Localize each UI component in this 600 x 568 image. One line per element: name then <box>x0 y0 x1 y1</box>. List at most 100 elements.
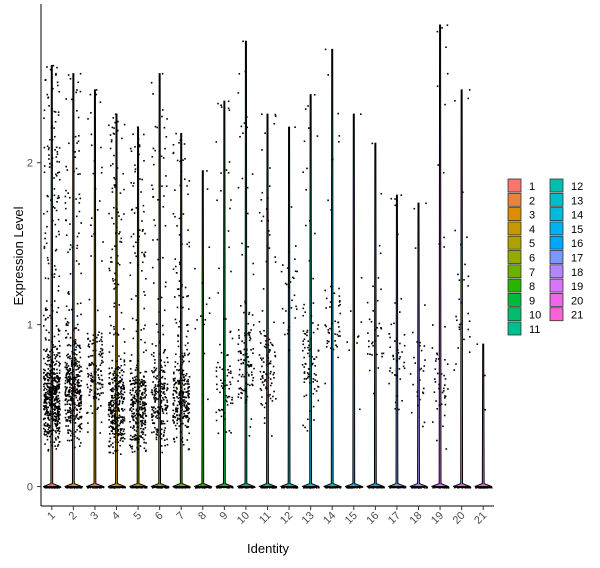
point-4 <box>121 428 123 430</box>
point-2 <box>68 439 71 442</box>
legend-key-16 <box>549 235 564 250</box>
point-1 <box>42 418 45 421</box>
point-2 <box>67 372 69 374</box>
point-10 <box>250 329 252 331</box>
point-7 <box>185 400 187 403</box>
point-4 <box>109 389 112 391</box>
point-zero-12 <box>283 486 285 488</box>
point-18 <box>413 356 415 359</box>
point-4 <box>108 351 111 353</box>
point-4 <box>117 407 119 409</box>
point-13 <box>312 362 314 365</box>
point-3 <box>96 408 99 410</box>
point-9 <box>227 107 230 110</box>
point-2 <box>73 377 76 379</box>
point-5 <box>145 278 147 280</box>
point-7 <box>187 396 190 399</box>
point-17 <box>392 354 394 357</box>
point-1 <box>56 368 58 371</box>
point-4 <box>108 415 111 418</box>
point-2 <box>64 386 67 388</box>
point-2 <box>78 351 81 353</box>
point-4 <box>112 405 115 407</box>
point-11 <box>269 167 271 169</box>
point-1 <box>47 424 49 427</box>
point-8 <box>207 398 209 401</box>
point-zero-4 <box>117 486 119 488</box>
legend-label-17: 17 <box>571 253 583 265</box>
point-10 <box>246 126 248 129</box>
point-5 <box>144 421 146 423</box>
point-1 <box>53 368 55 370</box>
point-3 <box>99 382 101 384</box>
point-2 <box>75 394 77 397</box>
point-10 <box>237 350 240 353</box>
point-9 <box>225 169 228 171</box>
point-4 <box>113 325 115 328</box>
point-6 <box>162 256 164 259</box>
point-4 <box>123 188 125 191</box>
point-1 <box>57 443 60 446</box>
point-7 <box>174 361 177 363</box>
point-9 <box>215 141 218 143</box>
point-6 <box>157 413 160 415</box>
point-18 <box>412 331 414 334</box>
point-10 <box>242 362 244 365</box>
legend-label-7: 7 <box>529 267 535 279</box>
point-1 <box>51 394 53 396</box>
point-1 <box>47 277 50 280</box>
point-zero-11 <box>265 487 267 489</box>
point-4 <box>110 256 112 259</box>
point-13 <box>317 324 319 326</box>
point-13 <box>308 355 311 357</box>
point-7 <box>183 380 186 382</box>
point-7 <box>179 372 182 375</box>
point-5 <box>129 380 131 382</box>
point-4 <box>119 433 121 436</box>
point-1 <box>54 423 57 426</box>
point-4 <box>112 132 115 135</box>
point-10 <box>245 382 247 384</box>
point-2 <box>64 195 67 198</box>
point-1 <box>56 427 58 430</box>
point-7 <box>188 180 191 182</box>
point-11 <box>259 342 262 344</box>
point-3 <box>90 255 92 257</box>
point-zero-9 <box>228 486 230 488</box>
point-10 <box>246 364 249 366</box>
point-14 <box>329 327 331 330</box>
point-1 <box>43 371 45 374</box>
point-13 <box>302 171 304 173</box>
point-zero-19 <box>438 485 441 488</box>
point-2 <box>75 363 78 365</box>
point-zero-5 <box>130 485 133 488</box>
point-1 <box>43 399 46 401</box>
point-7 <box>181 355 184 357</box>
point-14 <box>338 287 340 290</box>
point-10 <box>242 40 244 43</box>
point-9 <box>216 388 218 391</box>
point-4 <box>110 261 112 263</box>
point-6 <box>166 118 168 120</box>
point-zero-2 <box>65 486 67 489</box>
point-5 <box>144 412 146 415</box>
point-4 <box>123 408 126 411</box>
point-14 <box>338 326 340 328</box>
point-13 <box>306 167 308 170</box>
point-6 <box>161 185 163 187</box>
point-1 <box>55 209 58 212</box>
point-5 <box>135 389 137 392</box>
point-9 <box>229 370 232 373</box>
point-1 <box>54 386 57 388</box>
point-zero-14 <box>331 487 333 489</box>
point-5 <box>136 126 139 128</box>
legend-key-18 <box>549 264 564 279</box>
point-zero-16 <box>371 487 373 489</box>
point-7 <box>186 348 188 351</box>
point-6 <box>165 412 168 415</box>
point-2 <box>75 327 78 329</box>
point-13 <box>309 410 311 412</box>
point-9 <box>219 391 221 394</box>
violin-group-9 <box>215 100 234 489</box>
point-5 <box>140 393 143 395</box>
